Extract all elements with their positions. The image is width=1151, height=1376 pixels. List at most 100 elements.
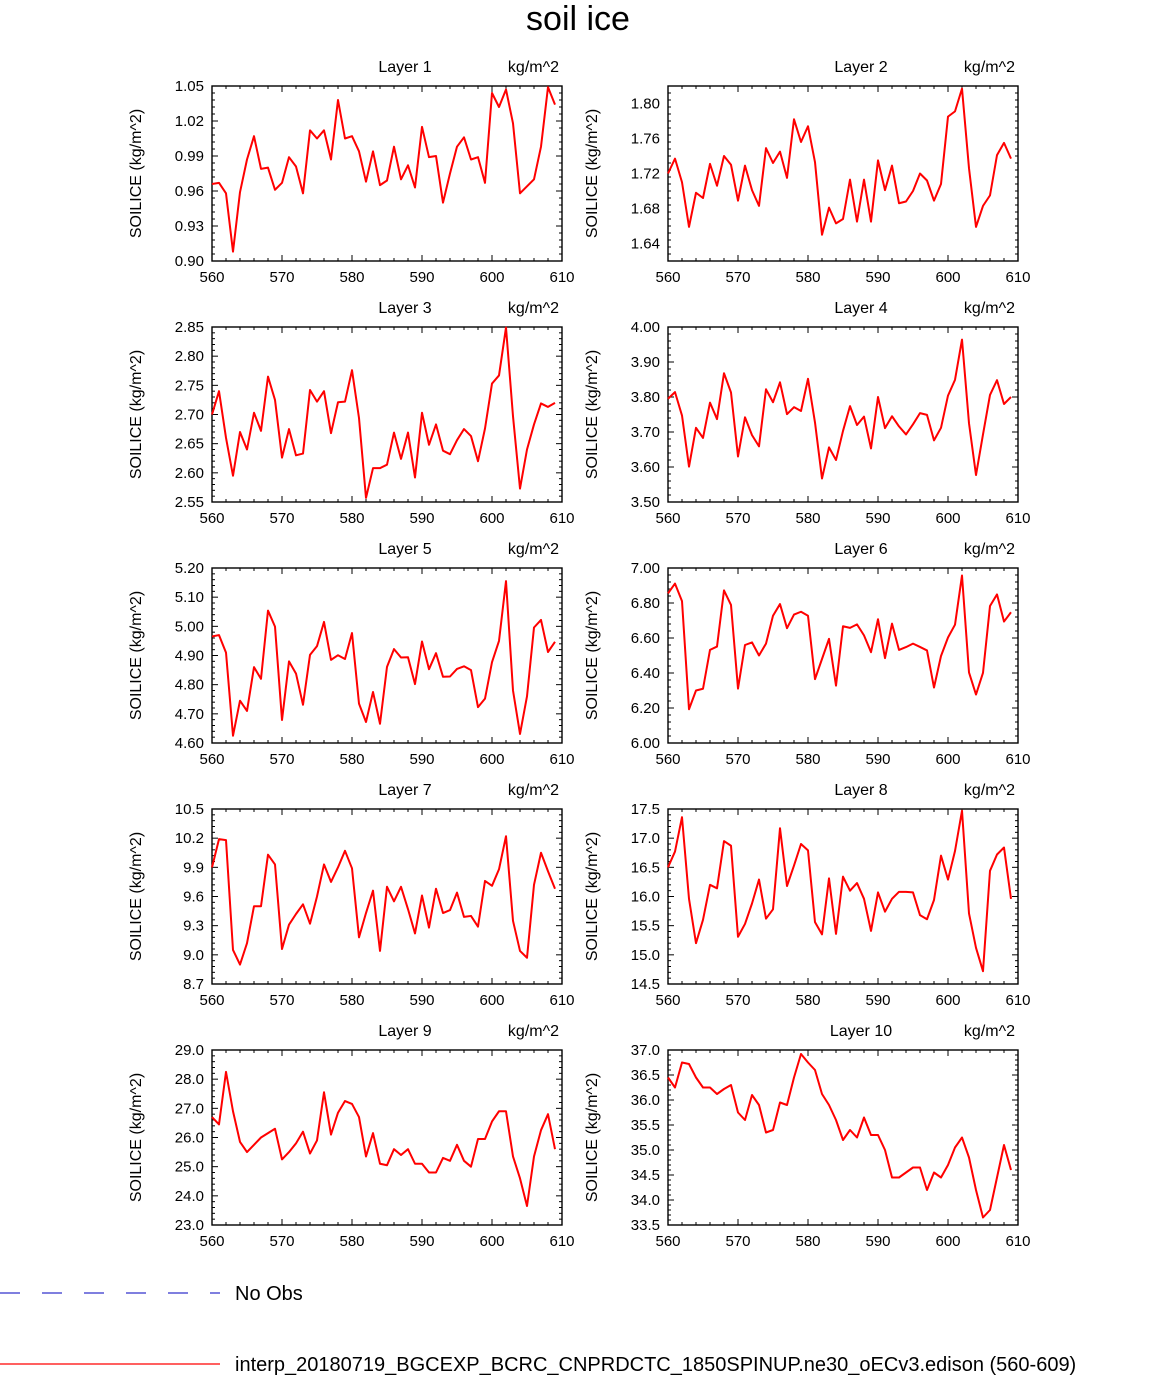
x-tick-label: 560 (655, 992, 680, 1009)
y-tick-label: 6.60 (631, 630, 660, 647)
y-tick-label: 5.20 (175, 560, 204, 577)
y-tick-label: 24.0 (175, 1188, 204, 1205)
x-tick-label: 560 (199, 751, 224, 768)
y-tick-label: 35.5 (631, 1117, 660, 1134)
series-line-layer-1 (211, 86, 556, 253)
y-tick-label: 37.0 (631, 1042, 660, 1059)
chart-panel-layer-2: Layer 2 kg/m^2 SOILICE (kg/m^2) 560 570 580 59… (584, 59, 1031, 286)
x-tick-label: 580 (339, 510, 364, 527)
panel-unit: kg/m^2 (964, 300, 1015, 317)
y-tick-label: 3.70 (631, 424, 660, 441)
y-tick-label: 2.85 (175, 319, 204, 336)
series-line-layer-7 (211, 835, 556, 966)
y-tick-label: 3.60 (631, 459, 660, 476)
panel-title: Layer 6 (834, 541, 887, 558)
y-tick-label: 8.7 (183, 976, 204, 993)
series-line-layer-2 (667, 87, 1012, 236)
y-tick-label: 0.90 (175, 253, 204, 270)
panel-title: Layer 10 (830, 1023, 892, 1040)
plot-frame (211, 808, 563, 985)
x-tick-label: 570 (269, 751, 294, 768)
y-tick-label: 36.5 (631, 1067, 660, 1084)
panel-title: Layer 3 (378, 300, 431, 317)
y-tick-label: 1.02 (175, 113, 204, 130)
y-tick-label: 10.5 (175, 801, 204, 818)
y-axis-label: SOILICE (kg/m^2) (128, 832, 145, 961)
y-tick-label: 16.0 (631, 889, 660, 906)
x-tick-label: 590 (409, 510, 434, 527)
panel-title: Layer 5 (378, 541, 431, 558)
y-axis-label: SOILICE (kg/m^2) (584, 832, 601, 961)
x-tick-label: 590 (409, 1233, 434, 1250)
x-tick-label: 560 (655, 510, 680, 527)
x-tick-label: 590 (865, 1233, 890, 1250)
x-tick-label: 570 (725, 992, 750, 1009)
x-tick-label: 580 (795, 1233, 820, 1250)
y-tick-label: 34.0 (631, 1192, 660, 1209)
y-axis-label: SOILICE (kg/m^2) (128, 350, 145, 479)
legend-label-model: interp_20180719_BGCEXP_BCRC_CNPRDCTC_185… (235, 1354, 1076, 1376)
panel-unit: kg/m^2 (508, 782, 559, 799)
x-tick-label: 580 (795, 269, 820, 286)
y-axis-label: SOILICE (kg/m^2) (584, 350, 601, 479)
figure-title: soil ice (526, 0, 630, 38)
x-tick-label: 600 (479, 992, 504, 1009)
y-tick-label: 29.0 (175, 1042, 204, 1059)
y-tick-label: 9.3 (183, 918, 204, 935)
x-tick-label: 610 (549, 992, 574, 1009)
y-axis-label: SOILICE (kg/m^2) (584, 591, 601, 720)
x-tick-label: 560 (655, 1233, 680, 1250)
y-tick-label: 4.60 (175, 735, 204, 752)
x-tick-label: 580 (339, 269, 364, 286)
x-tick-label: 610 (549, 751, 574, 768)
x-tick-label: 590 (409, 751, 434, 768)
y-tick-label: 0.96 (175, 183, 204, 200)
y-tick-label: 2.60 (175, 465, 204, 482)
y-tick-label: 2.65 (175, 436, 204, 453)
y-axis-label: SOILICE (kg/m^2) (128, 109, 145, 238)
x-tick-label: 570 (725, 751, 750, 768)
y-tick-label: 4.00 (631, 319, 660, 336)
y-tick-label: 1.64 (631, 236, 660, 253)
y-tick-label: 36.0 (631, 1092, 660, 1109)
y-tick-label: 9.0 (183, 947, 204, 964)
y-tick-label: 0.93 (175, 218, 204, 235)
y-tick-label: 1.05 (175, 78, 204, 95)
y-tick-label: 6.20 (631, 700, 660, 717)
legend-label-no-obs: No Obs (235, 1283, 303, 1305)
x-tick-label: 580 (339, 992, 364, 1009)
y-tick-label: 9.9 (183, 859, 204, 876)
y-tick-label: 23.0 (175, 1217, 204, 1234)
y-axis-label: SOILICE (kg/m^2) (128, 1073, 145, 1202)
y-tick-label: 4.90 (175, 648, 204, 665)
x-tick-label: 580 (795, 992, 820, 1009)
panel-title: Layer 8 (834, 782, 887, 799)
panel-title: Layer 4 (834, 300, 887, 317)
plot-frame (667, 326, 1019, 503)
y-tick-label: 3.50 (631, 494, 660, 511)
panel-title: Layer 9 (378, 1023, 431, 1040)
x-tick-label: 600 (935, 269, 960, 286)
x-tick-label: 600 (479, 1233, 504, 1250)
x-tick-label: 560 (655, 269, 680, 286)
y-tick-label: 6.40 (631, 665, 660, 682)
x-tick-label: 580 (795, 510, 820, 527)
x-tick-label: 610 (1005, 751, 1030, 768)
chart-panel-layer-9: Layer 9 kg/m^2 SOILICE (kg/m^2) 560 570 580 59… (128, 1023, 575, 1250)
y-tick-label: 2.80 (175, 348, 204, 365)
x-tick-label: 600 (479, 751, 504, 768)
series-line-layer-10 (667, 1053, 1012, 1219)
series-line-layer-4 (667, 338, 1012, 480)
panel-title: Layer 2 (834, 59, 887, 76)
x-tick-label: 610 (549, 269, 574, 286)
panel-unit: kg/m^2 (964, 541, 1015, 558)
panel-title: Layer 7 (378, 782, 431, 799)
y-tick-label: 1.76 (631, 131, 660, 148)
y-tick-label: 17.0 (631, 830, 660, 847)
y-tick-label: 4.70 (175, 706, 204, 723)
x-tick-label: 600 (479, 510, 504, 527)
y-tick-label: 2.55 (175, 494, 204, 511)
y-tick-label: 17.5 (631, 801, 660, 818)
y-tick-label: 6.80 (631, 595, 660, 612)
y-tick-label: 15.0 (631, 947, 660, 964)
